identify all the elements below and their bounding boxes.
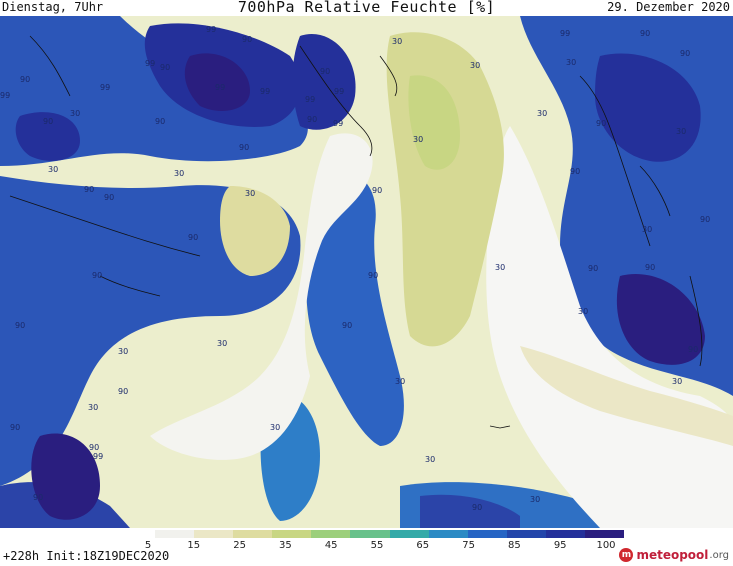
- colorbar-segment: [233, 530, 273, 538]
- contour-label-99: 99: [100, 83, 110, 92]
- contour-label-30: 30: [413, 135, 423, 144]
- colorbar-tick-label: 45: [324, 540, 338, 551]
- contour-label-90: 90: [20, 75, 30, 84]
- contour-label-90: 90: [242, 35, 252, 44]
- contour-label-30: 30: [642, 225, 652, 234]
- contour-label-90: 90: [645, 263, 655, 272]
- contour-label-90: 90: [588, 264, 598, 273]
- colorbar-tick-label: 100: [596, 540, 616, 551]
- contour-label-30: 30: [245, 189, 255, 198]
- contour-label-90: 90: [15, 321, 25, 330]
- contour-label-30: 30: [118, 347, 128, 356]
- contour-label-90: 90: [680, 49, 690, 58]
- header-weekday-time: Dienstag, 7Uhr: [2, 0, 104, 14]
- colorbar-segment: [272, 530, 312, 538]
- contour-label-99: 99: [93, 452, 103, 461]
- contour-label-90: 90: [307, 115, 317, 124]
- contour-label-99: 99: [0, 91, 10, 100]
- contour-label-90: 90: [596, 119, 606, 128]
- contour-label-30: 30: [70, 109, 80, 118]
- contour-label-99: 99: [333, 119, 343, 128]
- meteopool-logo[interactable]: m meteopool .org: [619, 546, 729, 564]
- colorbar-tick-label: 65: [416, 540, 430, 551]
- meteopool-logo-icon: m: [619, 548, 634, 562]
- colorbar-segment: [467, 530, 507, 538]
- contour-label-90: 90: [342, 321, 352, 330]
- humidity-field: 99 90 99 90 99 99 99 90 99 90 99 99 90 9…: [0, 16, 733, 528]
- contour-label-90: 90: [239, 143, 249, 152]
- contour-label-90: 90: [118, 387, 128, 396]
- colorbar-tick-label: 15: [187, 540, 201, 551]
- contour-label-90: 90: [372, 186, 382, 195]
- contour-label-90: 90: [33, 493, 43, 502]
- contour-label-90: 90: [92, 271, 102, 280]
- contour-label-99: 99: [305, 95, 315, 104]
- humidity-colorbar: [116, 530, 625, 538]
- colorbar-segment: [389, 530, 429, 538]
- contour-label-99: 99: [334, 87, 344, 96]
- contour-label-99: 99: [145, 59, 155, 68]
- contour-label-90: 90: [640, 29, 650, 38]
- contour-label-30: 30: [530, 495, 540, 504]
- colorbar-tick-label: 55: [370, 540, 384, 551]
- colorbar-tick-label: 75: [462, 540, 475, 551]
- colorbar-segment: [194, 530, 234, 538]
- humidity-map: 99 90 99 90 99 99 99 90 99 90 99 99 90 9…: [0, 16, 733, 528]
- contour-label-30: 30: [425, 455, 435, 464]
- contour-label-99: 99: [560, 29, 570, 38]
- contour-label-30: 30: [470, 61, 480, 70]
- colorbar-tick-label: 85: [508, 540, 521, 551]
- contour-label-90: 90: [688, 345, 698, 354]
- header-date: 29. Dezember 2020: [607, 0, 730, 14]
- contour-label-30: 30: [217, 339, 227, 348]
- contour-label-30: 30: [537, 109, 547, 118]
- colorbar-segment: [155, 530, 195, 538]
- contour-label-30: 30: [578, 307, 588, 316]
- logo-name: meteopool: [636, 548, 709, 562]
- contour-label-99: 99: [215, 83, 225, 92]
- colorbar-segment: [545, 530, 585, 538]
- map-header: Dienstag, 7Uhr 700hPa Relative Feuchte […: [0, 0, 733, 16]
- contour-label-90: 90: [570, 167, 580, 176]
- contour-label-90: 90: [472, 503, 482, 512]
- contour-label-30: 30: [270, 423, 280, 432]
- colorbar-tick-label: 95: [553, 540, 567, 551]
- colorbar-segment: [116, 530, 156, 538]
- contour-label-90: 90: [84, 185, 94, 194]
- contour-label-90: 90: [160, 63, 170, 72]
- colorbar-segment: [311, 530, 351, 538]
- logo-tld: .org: [709, 549, 729, 561]
- contour-label-30: 30: [676, 127, 686, 136]
- colorbar-tick-label: 35: [279, 540, 292, 551]
- colorbar-tick-label: 5: [144, 540, 152, 551]
- forecast-init-label: +228h Init:18Z19DEC2020: [3, 549, 170, 563]
- contour-label-90: 90: [700, 215, 710, 224]
- contour-label-90: 90: [320, 67, 330, 76]
- colorbar-segment: [350, 530, 390, 538]
- contour-label-90: 90: [104, 193, 114, 202]
- contour-label-30: 30: [566, 58, 576, 67]
- colorbar-segment: [584, 530, 625, 538]
- contour-label-90: 90: [10, 423, 20, 432]
- contour-label-30: 30: [392, 37, 402, 46]
- contour-label-30: 30: [48, 165, 58, 174]
- contour-label-99: 99: [206, 25, 216, 34]
- legend-bar: 5 15 25 35 45 55 65 75 85 95 100 +228h Init:18Z19D…: [0, 528, 733, 566]
- contour-label-90: 90: [89, 443, 99, 452]
- contour-label-30: 30: [88, 403, 98, 412]
- contour-label-90: 90: [368, 271, 378, 280]
- contour-label-90: 90: [155, 117, 165, 126]
- colorbar-segment: [428, 530, 468, 538]
- contour-label-99: 90: [43, 117, 53, 126]
- contour-label-90: 90: [188, 233, 198, 242]
- map-title: 700hPa Relative Feuchte [%]: [237, 0, 496, 16]
- contour-label-30: 30: [395, 377, 405, 386]
- colorbar-segment: [506, 530, 546, 538]
- colorbar-tick-label: 25: [233, 540, 246, 551]
- contour-label-99: 99: [260, 87, 270, 96]
- contour-label-30: 30: [174, 169, 184, 178]
- contour-label-30: 30: [495, 263, 505, 272]
- contour-label-30: 30: [672, 377, 682, 386]
